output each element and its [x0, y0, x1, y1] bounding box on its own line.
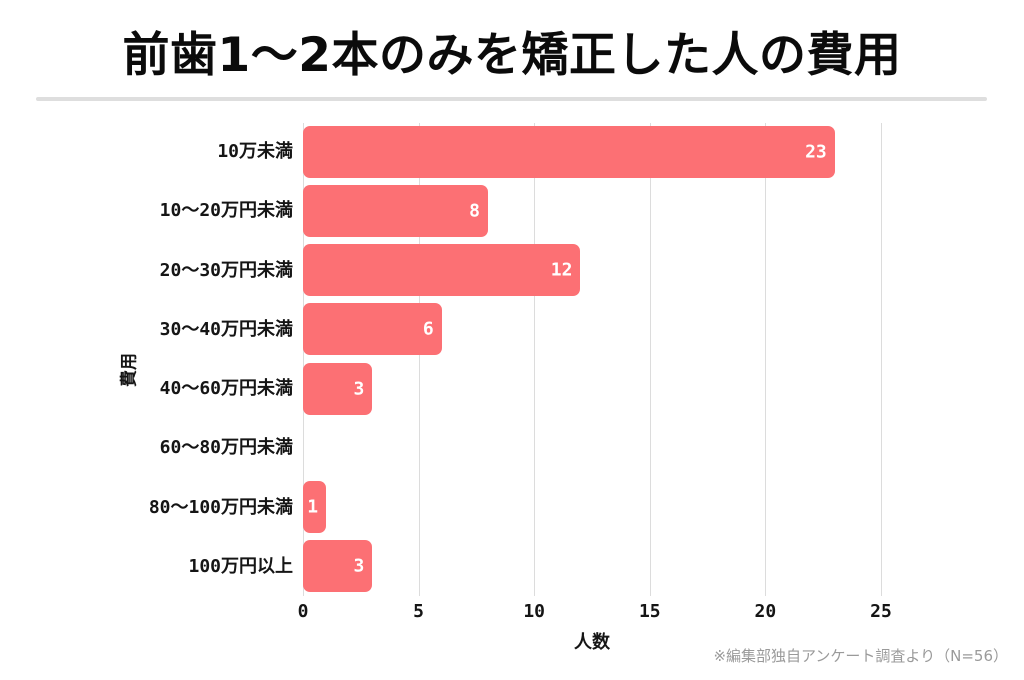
x-tick-label: 10	[523, 601, 546, 622]
gridline	[418, 123, 420, 596]
category-label: 30〜40万円未満	[159, 318, 293, 340]
table-row: 30〜40万円未満 6	[0, 300, 1024, 359]
category-label: 100万円以上	[188, 555, 293, 577]
table-row: 40〜60万円未満 3	[0, 359, 1024, 418]
bar: 1	[303, 481, 327, 534]
table-row: 80〜100万円未満 1	[0, 478, 1024, 537]
category-label: 10万未満	[217, 141, 293, 162]
title-divider	[36, 97, 987, 101]
bar: 3	[303, 362, 373, 415]
table-row: 10〜20万円未満 8	[0, 181, 1024, 240]
bar: 23	[303, 125, 835, 178]
table-row: 100万円以上 3	[0, 537, 1024, 596]
y-axis-line	[303, 123, 304, 596]
bar: 8	[303, 184, 488, 237]
category-label: 20〜30万円未満	[159, 259, 293, 281]
table-row: 20〜30万円未満 12	[0, 241, 1024, 300]
bar-value-label: 3	[353, 555, 365, 577]
y-axis-label: 費用	[119, 353, 140, 387]
survey-footnote: ※編集部独自アンケート調査より（N=56）	[713, 647, 1008, 665]
bar-value-label: 3	[353, 378, 365, 400]
bar-value-label: 6	[422, 318, 434, 340]
bar-value-label: 8	[469, 200, 480, 222]
bar-value-label: 12	[550, 259, 573, 281]
x-tick-label: 15	[638, 601, 661, 622]
category-label: 40〜60万円未満	[159, 378, 293, 399]
bar-value-label: 23	[805, 141, 827, 163]
bar: 6	[303, 303, 442, 356]
x-tick-label: 25	[870, 601, 892, 622]
gridline	[534, 123, 536, 596]
table-row: 10万未満 23	[0, 122, 1024, 181]
bar: 12	[303, 244, 581, 297]
page-title: 前歯1〜2本のみを矯正した人の費用	[122, 28, 902, 83]
category-label: 60〜80万円未満	[159, 437, 293, 459]
bar-chart: 0 5 10 15 20 25 10万未満 23 10〜20万円未満 8 20〜30万円未満 12 30…	[0, 122, 1024, 622]
x-tick-label: 20	[754, 601, 777, 622]
bar: 3	[303, 540, 373, 593]
category-label: 10〜20万円未満	[159, 200, 293, 222]
gridline	[765, 123, 767, 596]
bar-value-label: 1	[307, 496, 319, 518]
gridline	[881, 123, 882, 596]
x-tick-label: 5	[413, 601, 425, 622]
x-tick-label: 0	[297, 601, 309, 622]
gridline	[649, 123, 651, 596]
table-row: 60〜80万円未満	[0, 418, 1024, 477]
category-label: 80〜100万円未満	[148, 496, 293, 518]
x-axis-label: 人数	[574, 632, 610, 653]
